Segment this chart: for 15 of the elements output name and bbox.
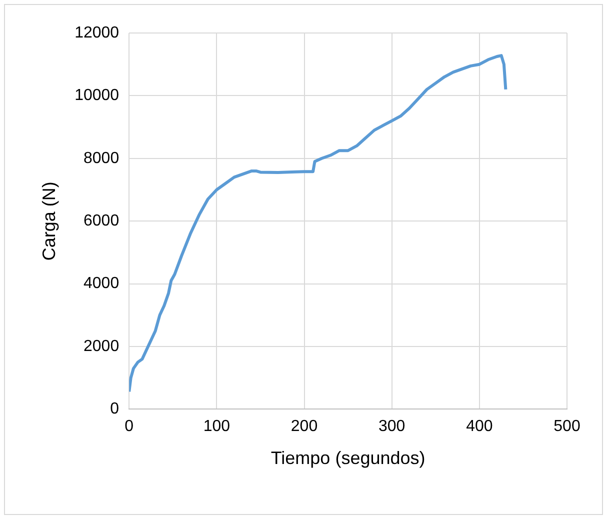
y-tick-label: 0 bbox=[110, 400, 120, 418]
y-tick-label: 2000 bbox=[84, 338, 120, 355]
y-tick-label: 6000 bbox=[84, 212, 120, 230]
x-tick-label: 400 bbox=[466, 418, 493, 436]
y-tick-label: 10000 bbox=[74, 87, 120, 104]
x-tick-label: 300 bbox=[378, 418, 406, 436]
y-tick-label: 8000 bbox=[84, 150, 120, 167]
y-tick-label: 4000 bbox=[84, 275, 120, 292]
x-tick-label: 100 bbox=[203, 418, 230, 436]
x-tick-label: 0 bbox=[124, 418, 134, 436]
x-axis-title: Tiempo (segundos) bbox=[270, 448, 426, 468]
y-axis-title: Carga (N) bbox=[38, 182, 59, 261]
x-tick-label: 500 bbox=[554, 418, 580, 436]
y-tick-label: 12000 bbox=[74, 24, 120, 42]
x-tick-label: 200 bbox=[290, 418, 318, 436]
